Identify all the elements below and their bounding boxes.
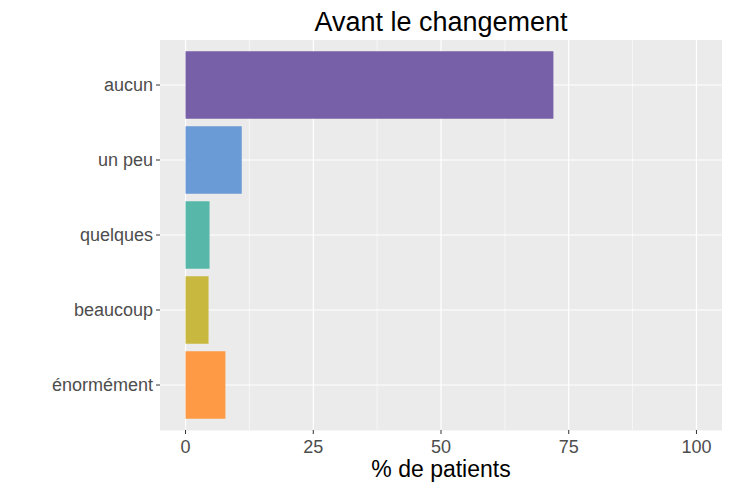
grid-line <box>160 234 722 235</box>
grid-line <box>160 159 722 160</box>
tick-mark <box>441 430 442 434</box>
grid-line <box>160 384 722 385</box>
tick-label: un peu <box>98 150 153 170</box>
tick-label: aucun <box>104 75 153 95</box>
tick-mark <box>156 85 160 86</box>
x-axis-label: % de patients <box>371 456 510 482</box>
title: Avant le changement <box>314 7 568 37</box>
bar <box>186 276 209 344</box>
tick-mark <box>696 430 697 434</box>
bar <box>186 201 210 269</box>
bars <box>186 51 554 419</box>
tick-mark <box>313 430 314 434</box>
plot-background <box>160 40 722 430</box>
tick-label: énormément <box>52 375 153 395</box>
tick-label: 50 <box>431 437 451 457</box>
tick-label: beaucoup <box>74 300 153 320</box>
tick-mark <box>156 235 160 236</box>
tick-mark <box>156 385 160 386</box>
chart-container: 0 25 50 75 100 aucun un peu quelques beaucoup éno… <box>0 0 730 490</box>
tick-mark <box>156 160 160 161</box>
bar <box>186 126 242 194</box>
tick-label: 0 <box>181 437 191 457</box>
tick-label: 25 <box>303 437 323 457</box>
tick-label: quelques <box>80 225 153 245</box>
tick-label: 75 <box>559 437 579 457</box>
tick-mark <box>185 430 186 434</box>
bar <box>186 351 226 419</box>
tick-mark <box>568 430 569 434</box>
bar <box>186 51 554 119</box>
grid-line <box>160 309 722 310</box>
chart-svg: 0 25 50 75 100 aucun un peu quelques beaucoup éno… <box>0 0 730 490</box>
tick-mark <box>156 310 160 311</box>
tick-label: 100 <box>681 437 711 457</box>
